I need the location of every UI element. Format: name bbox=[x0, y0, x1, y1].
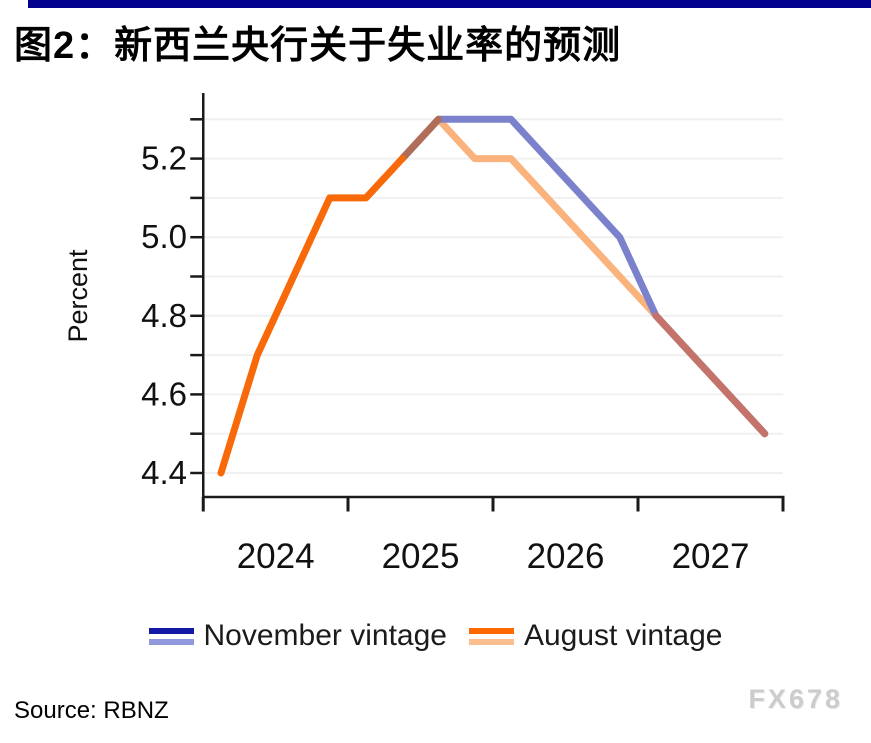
november-swatch bbox=[148, 627, 194, 645]
august-swatch-actual-bar bbox=[468, 627, 514, 634]
november-swatch-forecast-bar bbox=[148, 638, 194, 645]
legend-label-november: November vintage bbox=[203, 619, 447, 652]
y-tick-label: 5.2 bbox=[141, 140, 187, 177]
x-year-label: 2024 bbox=[237, 537, 315, 576]
overlap-line-0 bbox=[398, 115, 442, 163]
y-tick-label: 5.0 bbox=[141, 218, 187, 255]
watermark-fx678: FX678 bbox=[748, 684, 843, 714]
august-swatch bbox=[468, 627, 514, 645]
august-swatch-forecast-bar bbox=[468, 638, 514, 645]
title-accent-bar bbox=[28, 0, 871, 8]
chart-legend: November vintage August vintage bbox=[0, 610, 871, 662]
source-note: Source: RBNZ bbox=[14, 697, 169, 724]
x-year-label: 2026 bbox=[527, 537, 605, 576]
august-actual-line bbox=[217, 155, 406, 477]
y-tick-label: 4.6 bbox=[141, 375, 187, 412]
figure-title: 图2：新西兰央行关于失业率的预测 bbox=[14, 25, 622, 67]
november-swatch-actual-bar bbox=[148, 627, 194, 634]
legend-item-august: August vintage bbox=[468, 619, 723, 653]
x-year-label: 2027 bbox=[672, 537, 750, 576]
x-year-label: 2025 bbox=[382, 537, 460, 576]
overlap-line-1 bbox=[652, 312, 769, 438]
y-axis-title: Percent bbox=[63, 249, 93, 343]
y-tick-label: 4.8 bbox=[141, 297, 187, 334]
legend-label-august: August vintage bbox=[523, 619, 723, 652]
y-tick-label: 4.4 bbox=[141, 454, 187, 491]
legend-item-november: November vintage bbox=[148, 619, 447, 653]
